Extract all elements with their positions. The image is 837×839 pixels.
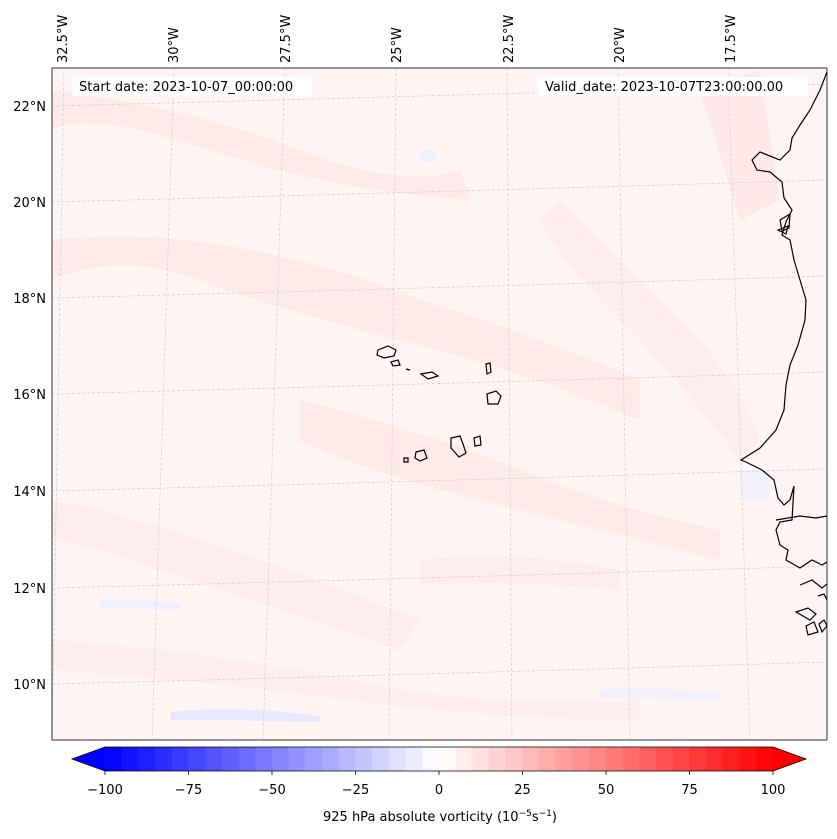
colorbar-cell [355, 747, 373, 771]
lon-label: 25°W [390, 27, 405, 63]
island-sao-nicolau [419, 371, 440, 380]
lon-label: 22.5°W [502, 15, 517, 63]
colorbar-cell [238, 747, 256, 771]
colorbar-cell [255, 747, 273, 771]
island-santa-luzia [405, 368, 411, 371]
colorbar-ticks: −100 −75 −50 −25 0 25 50 75 100 [87, 771, 785, 798]
island-boa-vista [486, 390, 502, 405]
colorbar-cell [522, 747, 540, 771]
lat-label: 18°N [13, 292, 46, 307]
colorbar-cell [305, 747, 323, 771]
colorbar-cell [539, 747, 557, 771]
colorbar-cells [105, 747, 774, 771]
island-santiago [450, 435, 467, 458]
lon-label: 17.5°W [724, 15, 739, 63]
colorbar-cell [706, 747, 724, 771]
colorbar-label: 925 hPa absolute vorticity (10−5s−1) [323, 809, 557, 825]
map-panel: Start date: 2023-10-07_00:00:00 Valid_da… [13, 15, 828, 741]
island-maio [473, 435, 482, 447]
lat-label: 20°N [13, 196, 46, 211]
lon-label: 30°W [167, 27, 182, 63]
lat-label: 14°N [13, 485, 46, 500]
colorbar-cell [639, 747, 657, 771]
valid-date-box [538, 77, 808, 96]
lat-label: 22°N [13, 100, 46, 115]
map-frame [51, 67, 828, 741]
lat-label: 12°N [13, 582, 46, 597]
valid-date-label: Valid_date: 2023-10-07T23:00:00.00 [545, 80, 783, 95]
colorbar-tick-label: −75 [175, 783, 202, 798]
colorbar-cell [138, 747, 156, 771]
colorbar-cell [422, 747, 440, 771]
cabo-verde-islands [376, 345, 502, 463]
colorbar-cell [272, 747, 290, 771]
colorbar-tick-label: −100 [87, 783, 123, 798]
colorbar-tick-label: 25 [514, 783, 531, 798]
colorbar-cell [739, 747, 757, 771]
colorbar-tick-label: −50 [258, 783, 285, 798]
colorbar-tick-label: 0 [435, 783, 443, 798]
colorbar-cell [722, 747, 741, 771]
latitude-labels: 22°N 20°N 18°N 16°N 14°N 12°N 10°N [13, 100, 46, 693]
island-sao-vicente [390, 359, 401, 367]
colorbar-cell [505, 747, 524, 771]
lat-label: 10°N [13, 678, 46, 693]
start-date-label: Start date: 2023-10-07_00:00:00 [79, 80, 293, 95]
island-fogo [414, 449, 428, 462]
colorbar-cell [656, 747, 674, 771]
colorbar-cell [155, 747, 173, 771]
colorbar-cell [756, 747, 774, 771]
colorbar-cell [171, 747, 190, 771]
colorbar-tick-label: 50 [598, 783, 615, 798]
colorbar-extend-low [72, 747, 105, 771]
colorbar-tick-label: 75 [681, 783, 698, 798]
colorbar-cell [221, 747, 240, 771]
colorbar-cell [188, 747, 206, 771]
start-date-box [72, 77, 312, 96]
colorbar-cell [372, 747, 390, 771]
island-santo-antao [376, 345, 397, 359]
african-coastline [739, 71, 827, 636]
lon-label: 32.5°W [56, 15, 71, 63]
colorbar-cell [439, 747, 457, 771]
colorbar-tick-label: −25 [342, 783, 369, 798]
colorbar-cell [105, 747, 123, 771]
island-brava [403, 457, 409, 463]
colorbar-cell [405, 747, 423, 771]
lat-label: 16°N [13, 388, 46, 403]
vorticity-field [52, 68, 827, 740]
longitude-labels: 32.5°W 30°W 27.5°W 25°W 22.5°W 20°W 17.5… [56, 15, 739, 63]
colorbar-cell [555, 747, 574, 771]
island-sal [485, 362, 492, 375]
colorbar-tick-label: 100 [761, 783, 786, 798]
colorbar-cell [455, 747, 473, 771]
colorbar-cell [322, 747, 340, 771]
lon-label: 20°W [613, 27, 628, 63]
colorbar-cell [121, 747, 139, 771]
colorbar-cell [388, 747, 407, 771]
colorbar-cell [205, 747, 223, 771]
colorbar-cell [288, 747, 306, 771]
colorbar-cell [338, 747, 357, 771]
colorbar-cell [672, 747, 691, 771]
lon-label: 27.5°W [279, 15, 294, 63]
colorbar: −100 −75 −50 −25 0 25 50 75 100 925 hPa absolute… [70, 746, 808, 825]
gridlines [52, 68, 827, 740]
colorbar-extend-high [773, 747, 806, 771]
colorbar-cell [689, 747, 707, 771]
colorbar-cell [606, 747, 624, 771]
colorbar-cell [589, 747, 607, 771]
colorbar-cell [572, 747, 590, 771]
colorbar-cell [489, 747, 507, 771]
colorbar-cell [472, 747, 490, 771]
colorbar-cell [622, 747, 640, 771]
